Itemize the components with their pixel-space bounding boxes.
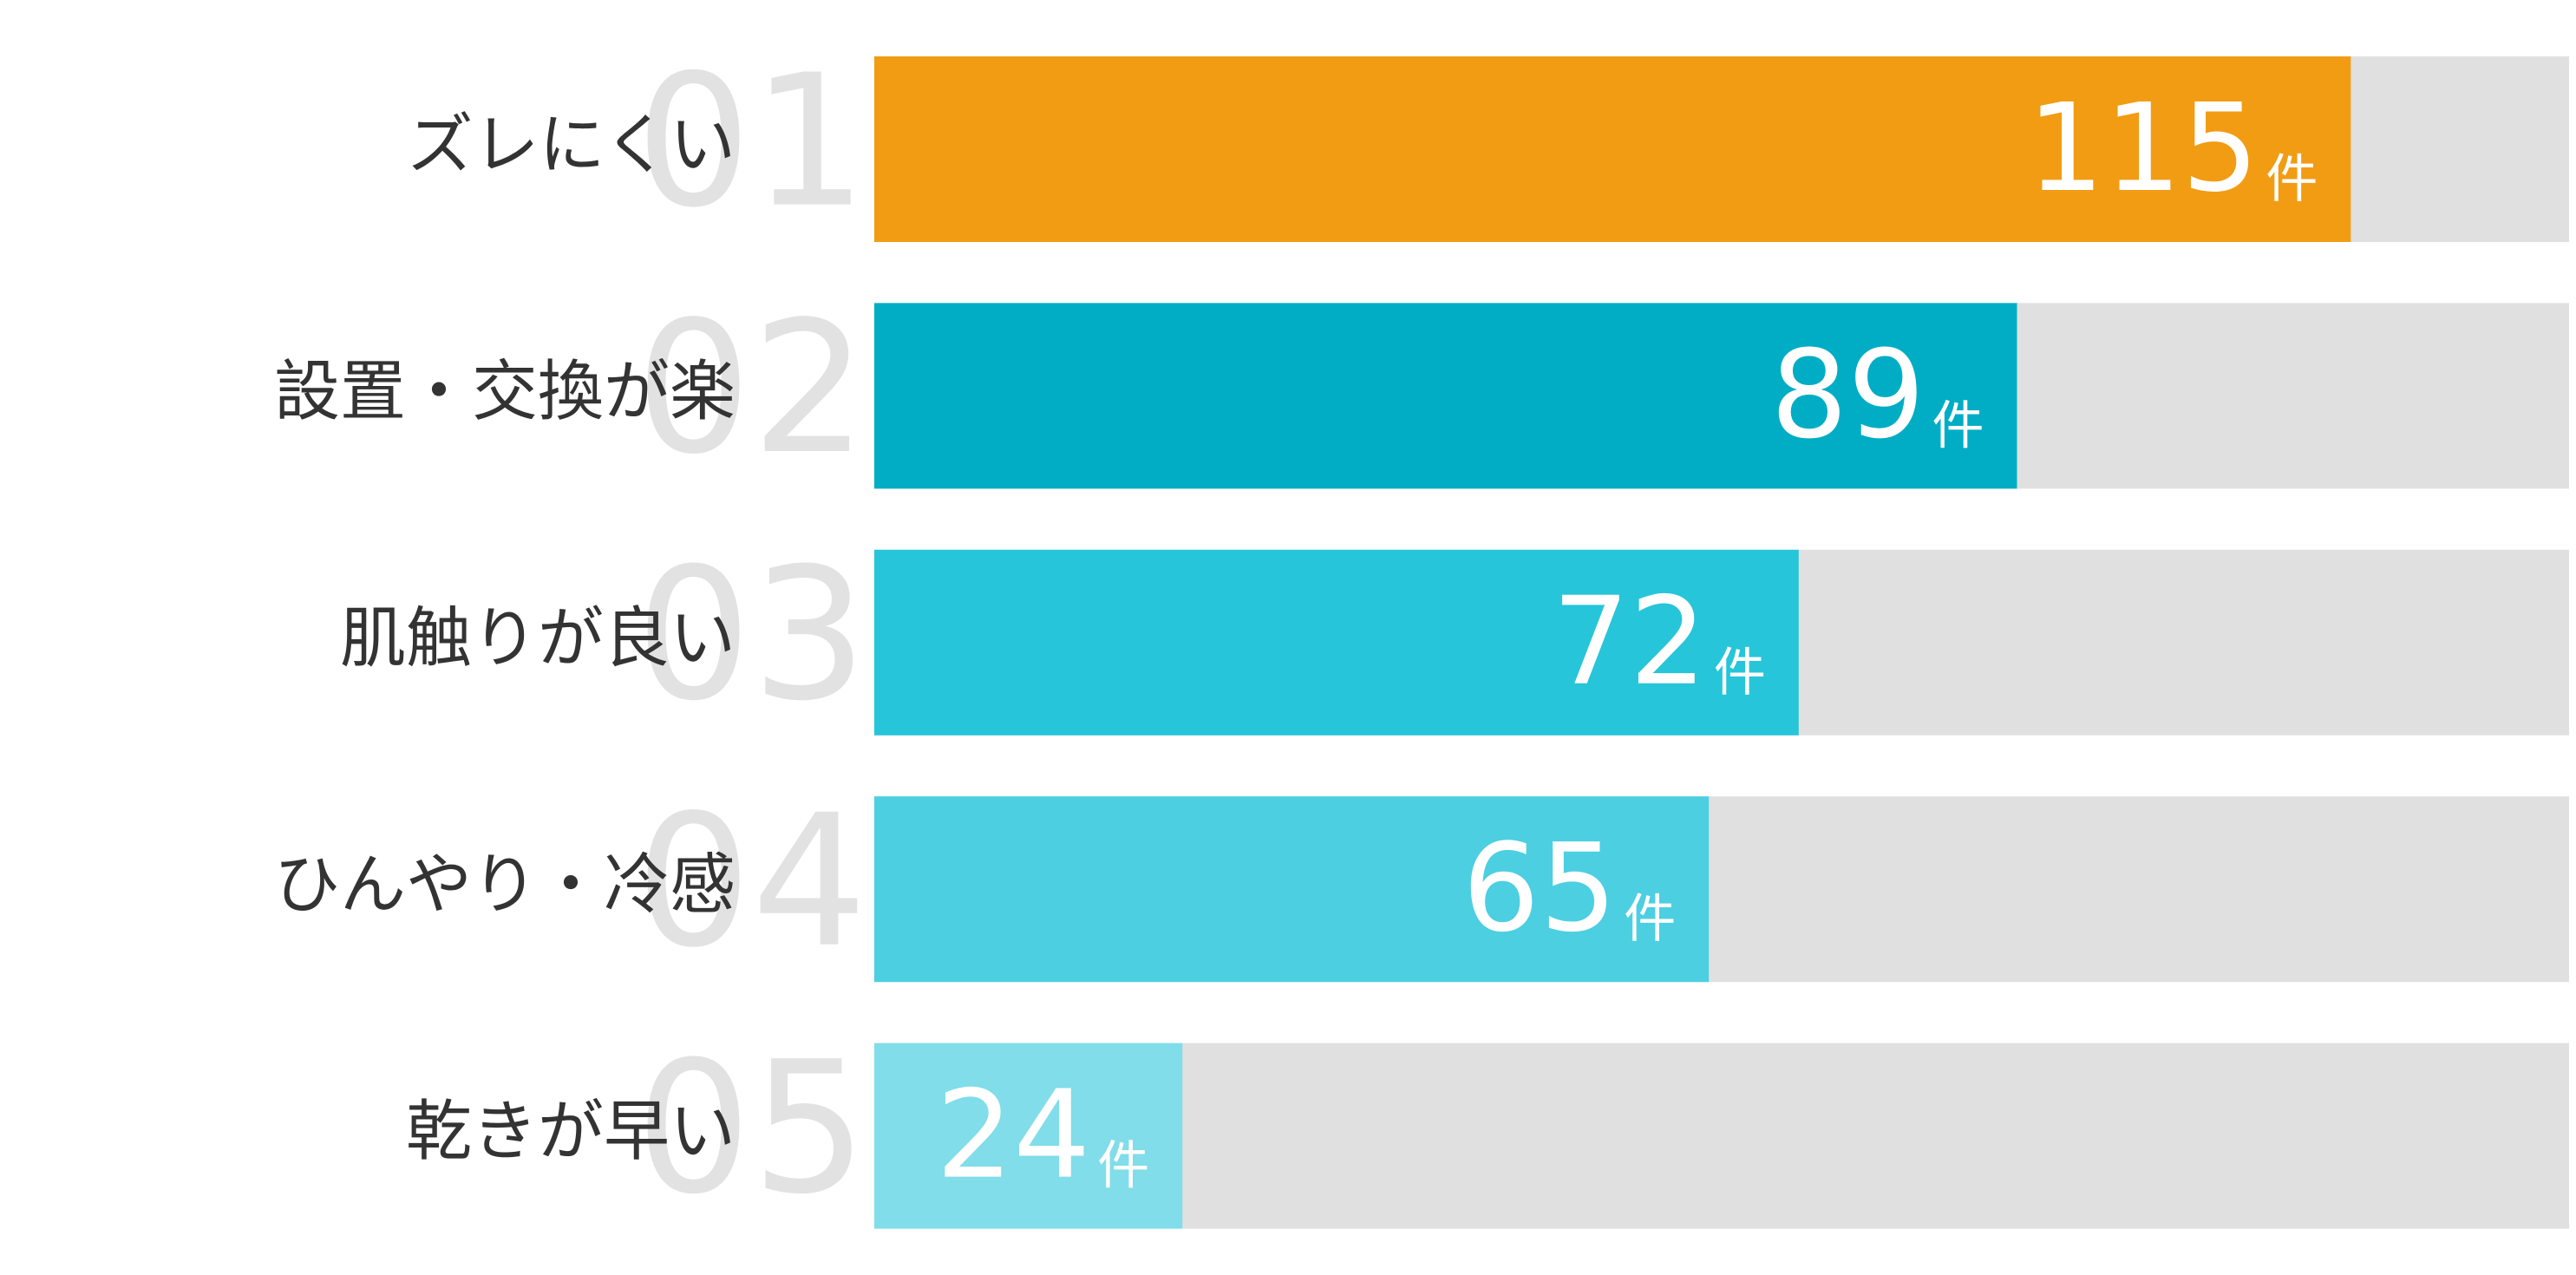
- bar: [874, 549, 1799, 736]
- category-label: ひんやり・冷感: [274, 846, 736, 923]
- bar: [874, 56, 2351, 242]
- rank-number: 05: [636, 1022, 867, 1234]
- category-label: 肌触りが良い: [340, 599, 736, 677]
- value-unit: 件: [1097, 1135, 1149, 1196]
- value-label: 72 件: [1553, 571, 1766, 712]
- value-unit: 件: [1932, 396, 1984, 456]
- value-label: 65 件: [1462, 818, 1676, 959]
- value-label: 89 件: [1770, 324, 1984, 466]
- value-number: 89: [1770, 324, 1925, 466]
- bar: [874, 796, 1710, 983]
- value-number: 65: [1462, 818, 1617, 959]
- value-number: 72: [1553, 571, 1707, 712]
- rank-number: 01: [636, 36, 867, 248]
- rank-number: 04: [636, 775, 867, 988]
- category-label: 乾きが早い: [406, 1093, 736, 1170]
- value-label: 24 件: [936, 1064, 1149, 1206]
- value-unit: 件: [2265, 149, 2318, 210]
- bar: [874, 303, 2017, 489]
- category-label: 設置・交換が楽: [274, 352, 736, 429]
- bar: [874, 1043, 1183, 1229]
- value-unit: 件: [1624, 889, 1676, 950]
- value-number: 24: [936, 1064, 1090, 1206]
- category-label: ズレにくい: [408, 106, 736, 183]
- value-label: 115 件: [2027, 78, 2318, 219]
- value-unit: 件: [1714, 642, 1766, 703]
- rank-number: 03: [636, 528, 867, 741]
- rank-number: 02: [636, 282, 867, 494]
- value-number: 115: [2027, 78, 2259, 219]
